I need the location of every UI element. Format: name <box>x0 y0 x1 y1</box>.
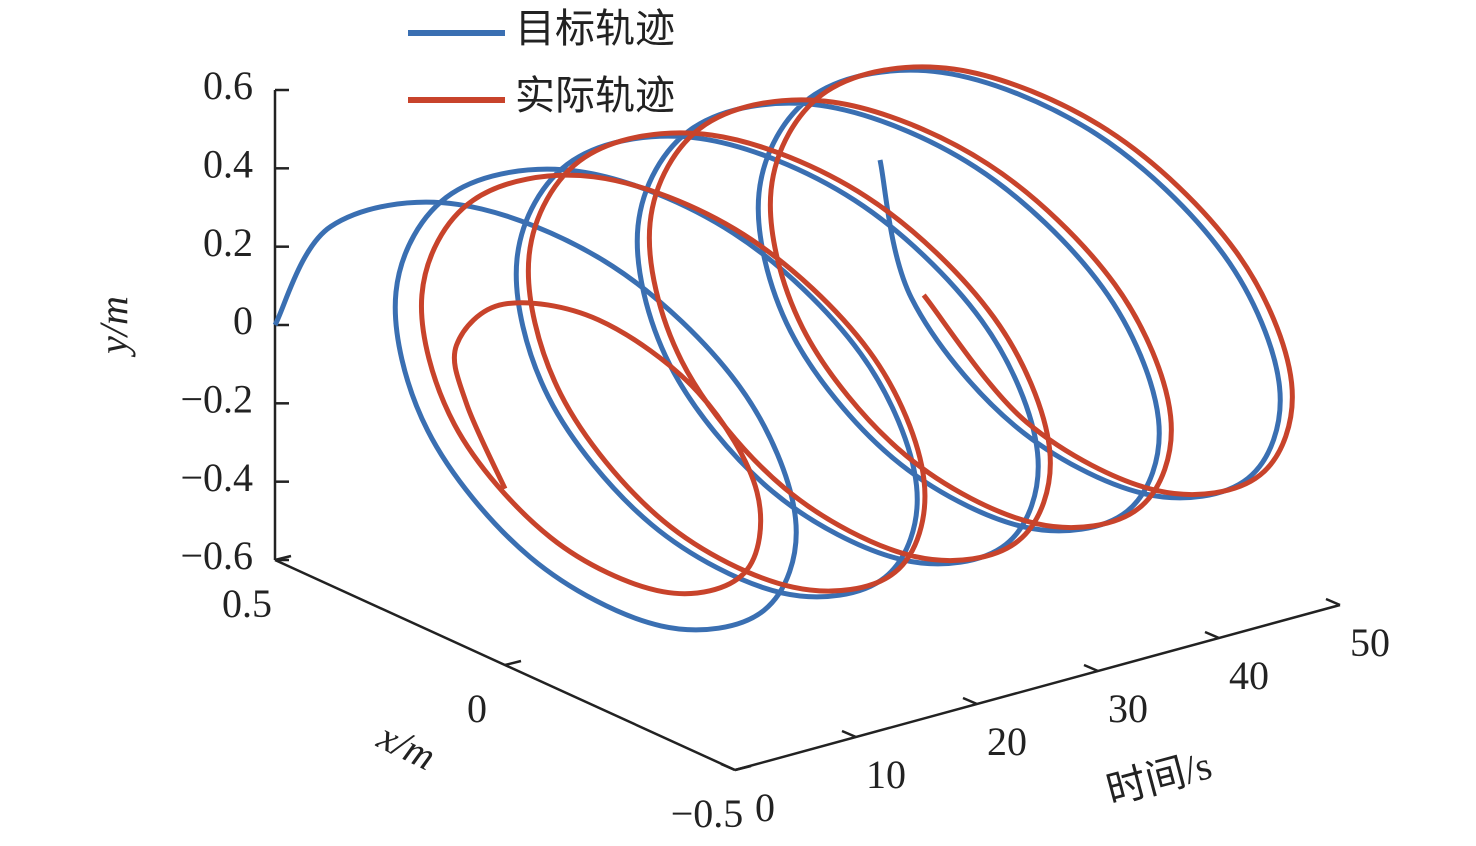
y-tick-label: 0.4 <box>203 142 253 187</box>
t-tick-label: 20 <box>987 719 1027 764</box>
t-tick <box>1325 597 1341 607</box>
y-tick-label: 0.2 <box>203 220 253 265</box>
t-tick-label: 10 <box>866 752 906 797</box>
trajectory-line <box>418 64 1295 597</box>
t-tick <box>1204 630 1220 640</box>
t-tick <box>841 729 857 739</box>
y-tick-label: −0.4 <box>180 455 253 500</box>
y-tick-label: 0.6 <box>203 63 253 108</box>
legend-label: 实际轨迹 <box>515 73 675 118</box>
x-tick <box>734 764 752 772</box>
t-tick <box>720 762 736 772</box>
y-tick-label: 0 <box>233 298 253 343</box>
y-axis-label: y/m <box>91 296 136 358</box>
t-axis <box>734 603 1341 772</box>
x-tick <box>504 659 522 667</box>
t-tick <box>1083 663 1099 673</box>
x-tick-label: −0.5 <box>671 791 744 836</box>
y-tick-label: −0.6 <box>180 533 253 578</box>
t-tick <box>962 696 978 706</box>
t-axis-label: 时间/s <box>1102 742 1217 813</box>
t-tick-label: 0 <box>755 785 775 830</box>
y-tick-label: −0.2 <box>180 377 253 422</box>
x-axis-label: x/m <box>370 713 443 779</box>
t-tick-label: 50 <box>1350 620 1390 665</box>
x-tick-label: 0.5 <box>222 581 272 626</box>
t-tick-label: 40 <box>1229 653 1269 698</box>
trajectory-line <box>272 67 1283 633</box>
legend-label: 目标轨迹 <box>515 6 675 51</box>
x-tick-label: 0 <box>467 686 487 731</box>
t-tick-label: 30 <box>1108 686 1148 731</box>
x-tick <box>274 554 292 562</box>
